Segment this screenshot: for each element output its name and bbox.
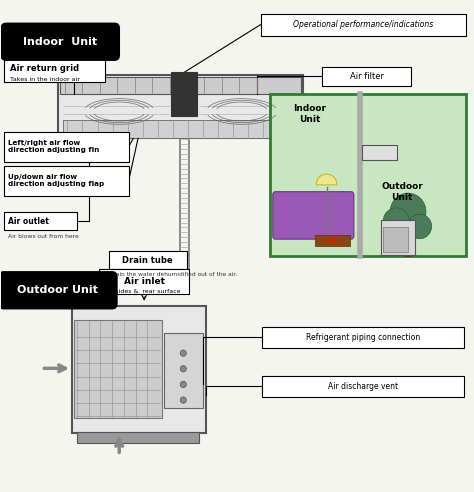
FancyBboxPatch shape <box>362 145 397 160</box>
Text: Indoor
Unit: Indoor Unit <box>293 104 327 123</box>
Circle shape <box>180 397 186 403</box>
Wedge shape <box>316 174 337 185</box>
FancyBboxPatch shape <box>171 72 197 116</box>
Circle shape <box>180 350 186 356</box>
Circle shape <box>390 193 426 230</box>
Text: Drain tube: Drain tube <box>122 256 173 265</box>
FancyBboxPatch shape <box>0 272 117 308</box>
Text: Drain the water dehumidified out of the air.: Drain the water dehumidified out of the … <box>109 272 237 277</box>
FancyBboxPatch shape <box>77 432 199 443</box>
Text: Left/right air flow
direction adjusting fin: Left/right air flow direction adjusting … <box>9 140 100 153</box>
FancyBboxPatch shape <box>109 251 187 270</box>
FancyBboxPatch shape <box>404 224 411 256</box>
Text: Refrigerant piping connection: Refrigerant piping connection <box>306 333 420 342</box>
Text: ☎: ☎ <box>328 236 337 245</box>
Text: Air inlet: Air inlet <box>124 277 164 286</box>
Text: Air outlet: Air outlet <box>9 216 49 225</box>
Text: Air filter: Air filter <box>350 72 383 81</box>
Text: Air blows out from here: Air blows out from here <box>9 234 79 239</box>
Circle shape <box>408 214 432 239</box>
Text: at sides &  rear surface: at sides & rear surface <box>108 289 181 295</box>
FancyBboxPatch shape <box>4 55 105 82</box>
FancyBboxPatch shape <box>100 269 189 294</box>
FancyBboxPatch shape <box>4 131 128 162</box>
FancyBboxPatch shape <box>262 376 464 397</box>
Text: Operational performance/indications: Operational performance/indications <box>292 20 433 29</box>
Text: Outdoor
Unit: Outdoor Unit <box>381 183 423 202</box>
FancyBboxPatch shape <box>261 14 465 35</box>
Text: Air return grid: Air return grid <box>10 64 79 73</box>
FancyBboxPatch shape <box>74 320 162 418</box>
FancyBboxPatch shape <box>4 166 128 196</box>
FancyBboxPatch shape <box>60 77 301 94</box>
FancyBboxPatch shape <box>58 75 303 138</box>
Text: Outdoor Unit: Outdoor Unit <box>18 285 99 295</box>
FancyBboxPatch shape <box>270 94 465 256</box>
FancyBboxPatch shape <box>383 227 408 252</box>
Text: Air discharge vent: Air discharge vent <box>328 382 398 391</box>
Circle shape <box>383 208 410 235</box>
Circle shape <box>180 381 186 388</box>
FancyBboxPatch shape <box>262 327 464 348</box>
Circle shape <box>180 366 186 372</box>
FancyBboxPatch shape <box>63 120 298 138</box>
Text: Indoor  Unit: Indoor Unit <box>23 37 97 47</box>
FancyBboxPatch shape <box>315 235 350 246</box>
FancyBboxPatch shape <box>72 306 206 433</box>
Text: Up/down air flow
direction adjusting flap: Up/down air flow direction adjusting fla… <box>9 175 105 187</box>
FancyBboxPatch shape <box>273 192 354 239</box>
FancyBboxPatch shape <box>164 333 202 408</box>
FancyBboxPatch shape <box>381 219 415 255</box>
FancyBboxPatch shape <box>322 67 411 86</box>
FancyBboxPatch shape <box>1 24 119 60</box>
Text: Takes in the indoor air: Takes in the indoor air <box>10 77 80 82</box>
FancyBboxPatch shape <box>4 212 77 230</box>
